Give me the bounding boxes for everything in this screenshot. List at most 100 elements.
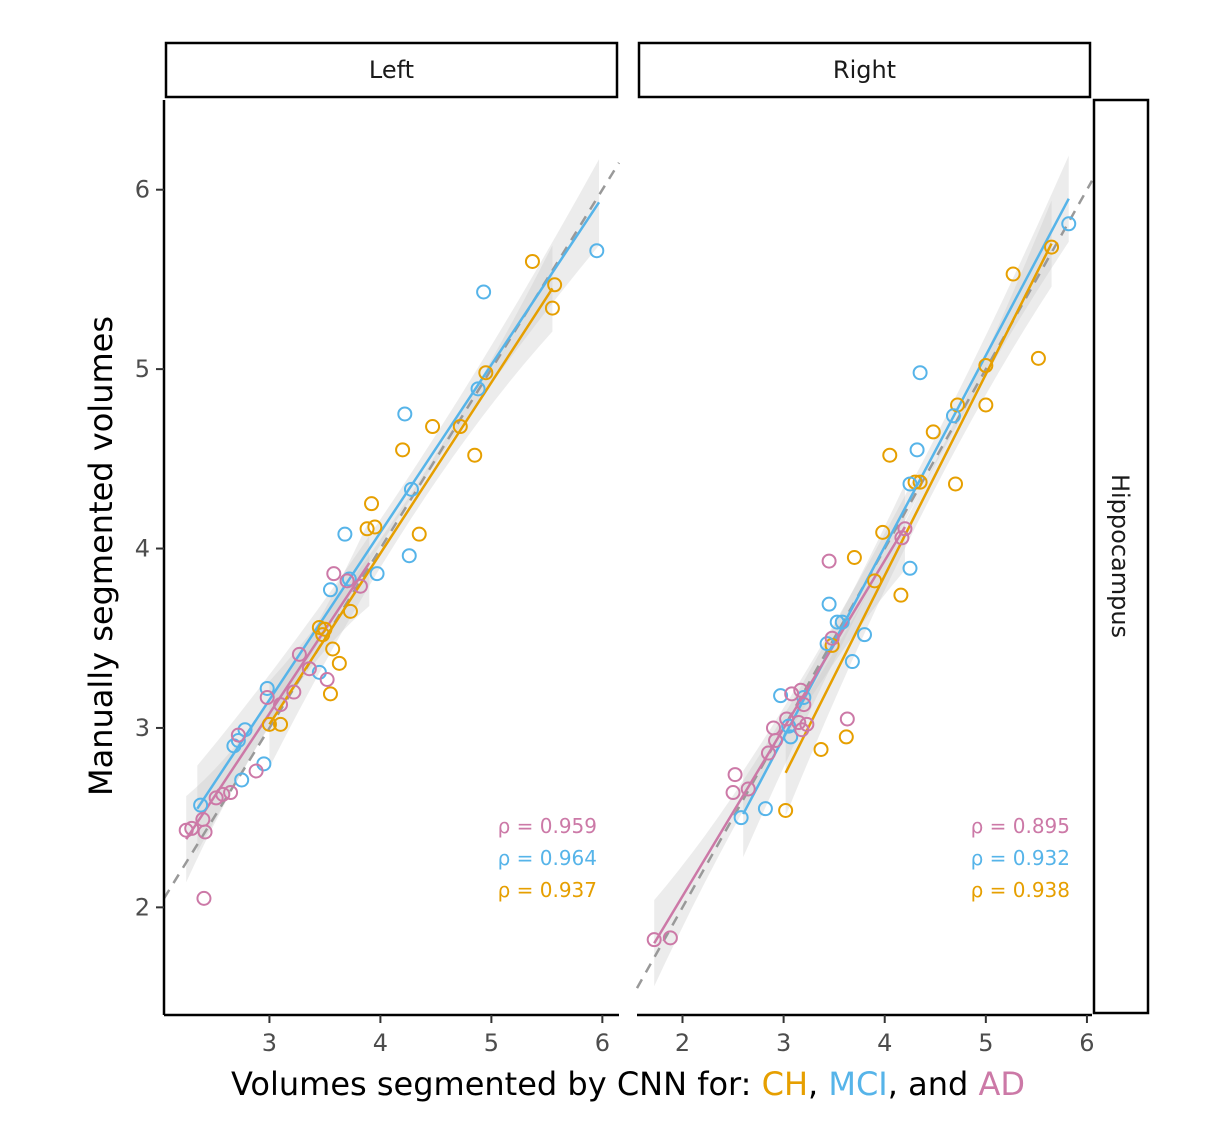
data-point-ch <box>948 476 963 492</box>
data-point-ch <box>838 729 854 745</box>
rho-label-mci-left: ρ = 0.964 <box>498 846 597 870</box>
data-point-ch <box>867 573 883 589</box>
data-point-mci <box>230 733 246 748</box>
data-point-ad <box>791 715 807 731</box>
data-point-ad <box>223 785 239 801</box>
rho-label-ch-right: ρ = 0.938 <box>971 878 1070 902</box>
fit-line-ad <box>185 562 371 840</box>
data-point-ad <box>319 672 335 687</box>
x-axis-title-mci: MCI <box>828 1065 887 1103</box>
y-tick-label: 4 <box>135 535 150 563</box>
data-point-ch <box>359 521 375 537</box>
panel-right-rho-labels: ρ = 0.895 ρ = 0.932 ρ = 0.938 <box>971 814 1070 902</box>
x-axis-ticks-right: 2 3 4 5 6 <box>675 1015 1095 1057</box>
data-point-ad <box>799 716 815 732</box>
data-point-mci <box>369 566 385 582</box>
data-point-ch <box>411 526 427 542</box>
y-axis-title: Manually segmented volumes <box>82 316 120 796</box>
data-point-ad <box>286 684 302 700</box>
fit-line-mci <box>196 201 601 810</box>
data-point-mci <box>337 526 353 542</box>
data-point-ch <box>978 397 994 413</box>
data-point-mci <box>829 614 845 630</box>
rho-label-mci-right: ρ = 0.932 <box>971 846 1070 870</box>
fit-line-ch <box>784 242 1053 774</box>
data-point-ad <box>894 530 910 546</box>
y-tick-label: 2 <box>135 893 150 921</box>
x-tick-label: 3 <box>262 1029 277 1057</box>
panel-right: Right ρ = 0.895 ρ = 0.932 ρ = 0.938 2 3 4 5… <box>635 41 1095 1057</box>
x-tick-label: 6 <box>1079 1029 1094 1057</box>
x-tick-label: 5 <box>484 1029 499 1057</box>
data-point-ch <box>846 550 862 565</box>
data-point-mci <box>589 243 605 259</box>
data-point-ad <box>784 686 800 702</box>
data-point-ch <box>547 277 563 293</box>
data-point-ad <box>273 697 289 713</box>
data-point-ch <box>882 447 898 463</box>
data-point-mci <box>773 688 789 704</box>
data-point-mci <box>259 680 275 696</box>
data-point-mci <box>844 654 860 670</box>
panel-left: Left ρ = 0.959 ρ = 0.964 ρ = 0.937 2 3 4 5 6… <box>135 41 621 1057</box>
data-point-mci <box>783 729 799 745</box>
x-tick-label: 4 <box>373 1029 388 1057</box>
data-point-ad <box>326 566 342 582</box>
y-tick-label: 3 <box>135 714 150 742</box>
data-point-mci <box>322 582 338 598</box>
strip-row-box <box>1092 98 1150 1015</box>
y-tick-label: 5 <box>135 355 150 383</box>
x-tick-label: 3 <box>776 1029 791 1057</box>
data-point-ad <box>796 697 812 713</box>
data-point-ch <box>925 424 941 440</box>
panel-left-rho-labels: ρ = 0.959 ρ = 0.964 ρ = 0.937 <box>498 814 597 902</box>
strip-right-box <box>637 41 1092 99</box>
data-point-ch <box>331 655 347 671</box>
x-tick-label: 6 <box>595 1029 610 1057</box>
data-point-ad <box>196 890 212 906</box>
data-point-ad <box>768 733 784 748</box>
data-point-ch <box>342 603 358 619</box>
data-point-ad <box>824 630 840 646</box>
x-axis-title-prefix: Volumes segmented by CNN for: <box>231 1065 762 1103</box>
data-point-mci <box>341 571 357 587</box>
data-point-mci <box>912 365 928 381</box>
data-point-ad <box>725 785 741 801</box>
data-point-ad <box>897 521 913 537</box>
data-point-mci <box>403 481 419 497</box>
x-axis-title-ad: AD <box>978 1065 1025 1103</box>
data-point-ch <box>875 524 891 540</box>
data-point-mci <box>193 797 209 813</box>
data-point-ch <box>364 496 380 512</box>
data-point-ad <box>184 820 200 836</box>
data-point-ad <box>248 763 264 779</box>
data-point-mci <box>256 756 272 772</box>
strip-left-label: Left <box>369 56 414 84</box>
data-point-ch <box>478 365 494 381</box>
data-point-ch <box>544 300 560 316</box>
data-point-ch <box>322 686 338 702</box>
data-point-ch <box>1044 239 1060 255</box>
x-axis-title-ch: CH <box>762 1065 808 1103</box>
data-point-ad <box>215 786 231 802</box>
data-point-mci <box>757 801 773 817</box>
strip-row-label: Hippocampus <box>1106 474 1134 638</box>
data-point-ch <box>395 442 411 458</box>
data-point-ad <box>339 573 355 589</box>
x-tick-label: 4 <box>877 1029 892 1057</box>
data-point-ch <box>1005 266 1021 282</box>
x-axis-title: Volumes segmented by CNN for: CH, MCI, a… <box>231 1065 1025 1103</box>
data-point-ch <box>524 253 540 269</box>
data-point-ch <box>273 716 289 732</box>
data-point-ch <box>467 447 483 463</box>
rho-label-ad-left: ρ = 0.959 <box>498 814 597 838</box>
data-point-ad <box>760 745 776 761</box>
panel-left-points <box>178 243 605 906</box>
data-point-mci <box>733 810 749 826</box>
data-point-ch <box>1030 350 1046 366</box>
data-point-mci <box>470 381 486 397</box>
y-tick-label: 6 <box>135 176 150 204</box>
data-point-ad <box>197 824 213 840</box>
x-axis-title-sep2: , and <box>888 1065 979 1103</box>
fit-line-mci <box>742 198 1070 815</box>
